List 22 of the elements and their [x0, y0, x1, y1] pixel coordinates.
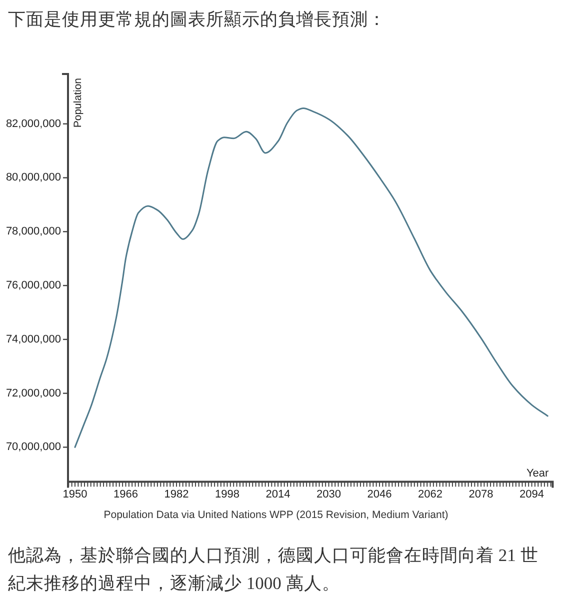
y-tick-label: 78,000,000	[6, 226, 61, 238]
y-tick-label: 70,000,000	[6, 441, 61, 454]
y-tick-label: 72,000,000	[6, 387, 61, 400]
x-axis-title: Year	[526, 468, 550, 480]
y-tick-label: 76,000,000	[6, 280, 61, 292]
chart-title: 下面是使用更常規的圖表所顯示的負增長預測：	[8, 9, 386, 29]
x-tick-label: 1950	[62, 488, 88, 501]
x-tick-label: 2030	[316, 488, 341, 501]
text: 他認為，基於聯合國的人口預測，德國人口可能會在時間向着 21 世紀末推移的過程中，逐漸減少 1000 萬人。	[8, 544, 540, 595]
text: Population Data via United Nations WPP (2015 Revision, Medium Variant)	[104, 509, 448, 521]
x-tick-label: 1998	[215, 488, 240, 501]
x-tick-label: 2014	[266, 488, 290, 501]
x-tick-label: 2078	[468, 488, 494, 501]
y-axis-title: Population	[72, 78, 84, 128]
y-tick-label: 80,000,000	[6, 172, 61, 184]
x-tick-label: 2046	[367, 488, 392, 501]
y-tick-label: 82,000,000	[6, 118, 61, 130]
x-tick-label: 1966	[113, 488, 138, 501]
y-tick-label: 74,000,000	[6, 333, 61, 346]
x-tick-label: 1982	[164, 488, 189, 501]
x-tick-label: 2094	[520, 488, 544, 501]
x-tick-label: 2062	[418, 488, 442, 501]
